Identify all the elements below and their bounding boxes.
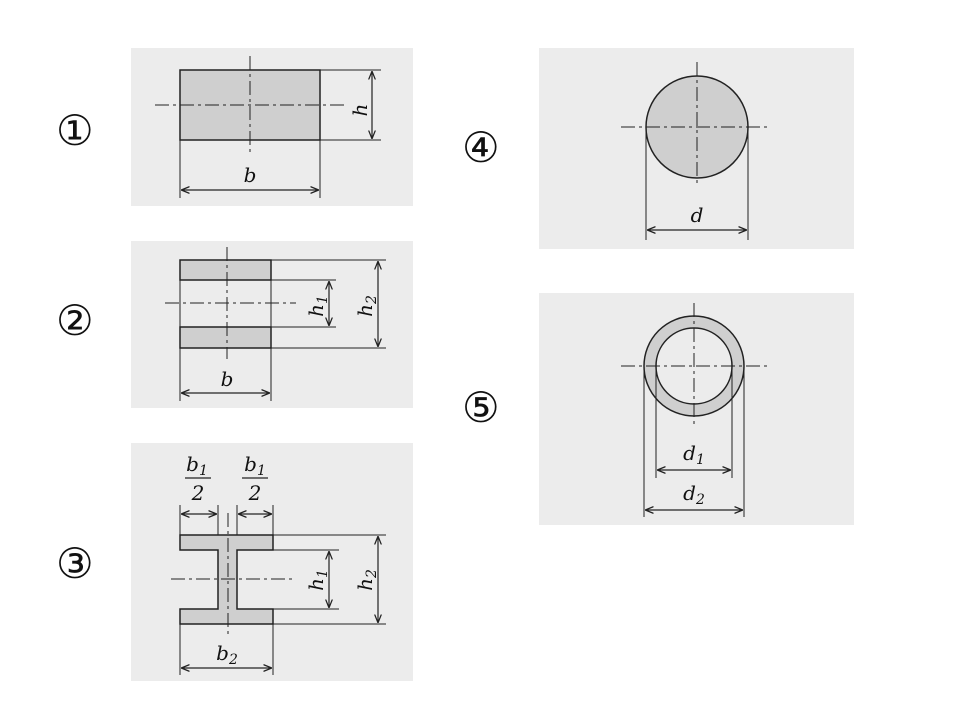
inner-height-label: h1 (304, 569, 331, 591)
top-flange (179, 259, 272, 281)
figure-number-2: ② (56, 296, 94, 345)
inner-height-label: h1 (304, 295, 331, 317)
width-label: b (221, 367, 234, 391)
figure-number-1: ① (56, 106, 94, 155)
half-flange-right-denominator: 2 (248, 481, 262, 505)
outer-height-label: h2 (353, 295, 380, 317)
figure-number-3: ③ (56, 539, 94, 588)
figure-4-panel: d (539, 48, 854, 249)
figure-1-rectangle-diagram: h b (155, 56, 381, 198)
outer-diameter-label: d2 (683, 481, 705, 508)
figure-5-panel: d1 d2 (539, 293, 854, 525)
figure-2-two-flange-diagram: h1 h2 b (165, 247, 386, 401)
figure-1-panel: h b (131, 48, 413, 206)
half-flange-left-denominator: 2 (191, 481, 205, 505)
figure-number-5: ⑤ (462, 383, 500, 432)
figure-3-i-section-diagram: b1 2 b1 2 h1 h2 b2 (171, 452, 386, 675)
height-label: h (348, 104, 372, 117)
figure-4-solid-circle-diagram: d (621, 62, 767, 240)
inner-diameter-label: d1 (683, 441, 705, 468)
width-label: b (244, 163, 257, 187)
flange-width-label: b2 (216, 641, 238, 668)
half-flange-right-label: b1 (244, 452, 266, 479)
outer-height-label: h2 (353, 569, 380, 591)
figure-3-panel: b1 2 b1 2 h1 h2 b2 (131, 443, 413, 681)
figure-2-panel: h1 h2 b (131, 241, 413, 408)
figure-5-hollow-circle-diagram: d1 d2 (621, 303, 771, 517)
diameter-label: d (691, 203, 704, 227)
figure-number-4: ④ (462, 123, 500, 172)
half-flange-left-label: b1 (186, 452, 208, 479)
bottom-flange (179, 326, 272, 349)
